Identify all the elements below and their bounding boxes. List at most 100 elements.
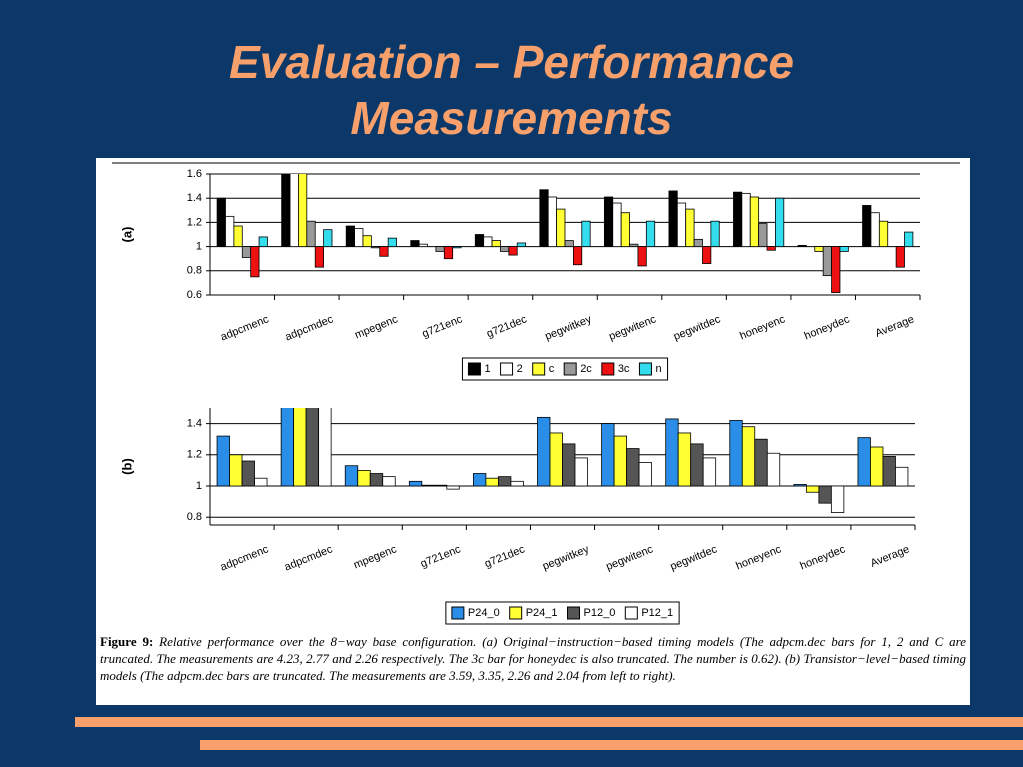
y-tick-label: 0.8: [187, 511, 202, 523]
bar: [690, 443, 704, 487]
bar: [254, 477, 268, 487]
bar: [839, 246, 849, 252]
x-tick-label: g721enc: [420, 313, 464, 340]
bar: [306, 220, 316, 248]
y-tick-label: 1.2: [187, 449, 202, 461]
bar: [483, 236, 493, 247]
x-tick-label: g721dec: [485, 313, 529, 340]
bar: [510, 480, 524, 487]
bars: [216, 174, 914, 293]
bar: [620, 212, 630, 248]
bar: [446, 485, 460, 490]
bar: [281, 174, 291, 247]
legend-swatch: [532, 362, 546, 376]
bar: [562, 443, 576, 487]
bar: [603, 196, 614, 248]
bar: [729, 420, 743, 487]
bar: [797, 244, 807, 247]
bar: [500, 246, 510, 252]
bar: [572, 246, 583, 266]
bar: [626, 448, 640, 487]
bar: [241, 460, 255, 487]
bar: [693, 238, 703, 247]
bar: [537, 416, 551, 487]
bar: [766, 246, 776, 251]
legend-label: 1: [484, 363, 490, 375]
y-tick-label: 0.8: [187, 265, 202, 277]
x-tick-label: adpcmdec: [283, 543, 335, 573]
slide-title: Evaluation – Performance Measurements: [229, 36, 794, 144]
x-tick-label: pegwitenc: [607, 313, 658, 343]
bar: [766, 452, 781, 487]
bar: [629, 243, 639, 247]
y-tick-label: 1.4: [187, 418, 202, 430]
bar: [305, 408, 320, 487]
bar: [822, 246, 832, 277]
x-tick-label: mpegenc: [353, 313, 400, 341]
bar: [418, 243, 428, 247]
bar: [775, 197, 785, 247]
bar: [345, 225, 355, 247]
bar: [549, 432, 563, 487]
legend-swatch: [451, 606, 465, 620]
x-tick-label: honeydec: [798, 543, 847, 572]
legend-swatch: [638, 362, 652, 376]
bar: [556, 208, 566, 247]
bar: [382, 476, 396, 487]
legend-label: P24_1: [526, 607, 558, 619]
y-tick-label: 1.4: [187, 192, 202, 204]
x-tick-label: adpcmenc: [219, 543, 271, 573]
bar: [677, 432, 692, 487]
x-tick-label: pegwitkey: [543, 313, 593, 343]
bar: [645, 220, 656, 248]
x-tick-label: mpegenc: [352, 543, 399, 571]
bar: [539, 189, 549, 247]
bars: [216, 408, 909, 513]
legend-label: P24_0: [468, 607, 500, 619]
bar: [564, 240, 574, 248]
x-tick-label: honeyenc: [734, 543, 783, 572]
legend-swatch: [567, 606, 580, 620]
y-tick-label: 1: [196, 241, 202, 253]
bar: [895, 466, 909, 487]
legend: P24_0 P24_1 P12_0 P12_1: [445, 601, 680, 625]
bar: [293, 408, 307, 487]
bar: [904, 231, 914, 248]
caption-text: Relative performance over the 8−way base…: [100, 634, 966, 683]
decor-stripe: [200, 740, 1023, 750]
legend-swatch: [467, 362, 481, 376]
legend: 1 2 c 2c 3c n: [461, 357, 669, 381]
bar: [318, 408, 332, 487]
legend-label: P12_1: [641, 607, 673, 619]
y-tick-label: 1.2: [187, 216, 202, 228]
bar: [435, 246, 445, 252]
bar: [229, 454, 243, 487]
bar: [574, 457, 588, 487]
bar: [474, 234, 485, 247]
bar: [612, 202, 622, 247]
bar: [250, 246, 260, 278]
bar: [547, 196, 558, 248]
bar: [741, 192, 751, 248]
bar: [314, 246, 324, 268]
bar: [357, 469, 371, 487]
bar: [421, 484, 435, 487]
bar: [814, 246, 824, 252]
legend-box: [445, 601, 680, 625]
legend-swatch: [500, 362, 514, 376]
bar: [408, 480, 423, 487]
x-tick-label: adpcmenc: [219, 313, 271, 343]
bar: [805, 485, 820, 493]
bar: [258, 236, 268, 247]
legend-label: n: [655, 363, 661, 375]
bar: [710, 220, 720, 248]
x-tick-label: g721dec: [483, 543, 527, 570]
decor-stripe: [75, 717, 1023, 727]
bar: [702, 246, 712, 264]
bar: [387, 237, 397, 248]
x-tick-label: pegwitkey: [541, 543, 591, 573]
bar: [665, 418, 679, 487]
bar: [862, 205, 872, 248]
bar: [668, 190, 678, 248]
bar: [289, 174, 299, 247]
